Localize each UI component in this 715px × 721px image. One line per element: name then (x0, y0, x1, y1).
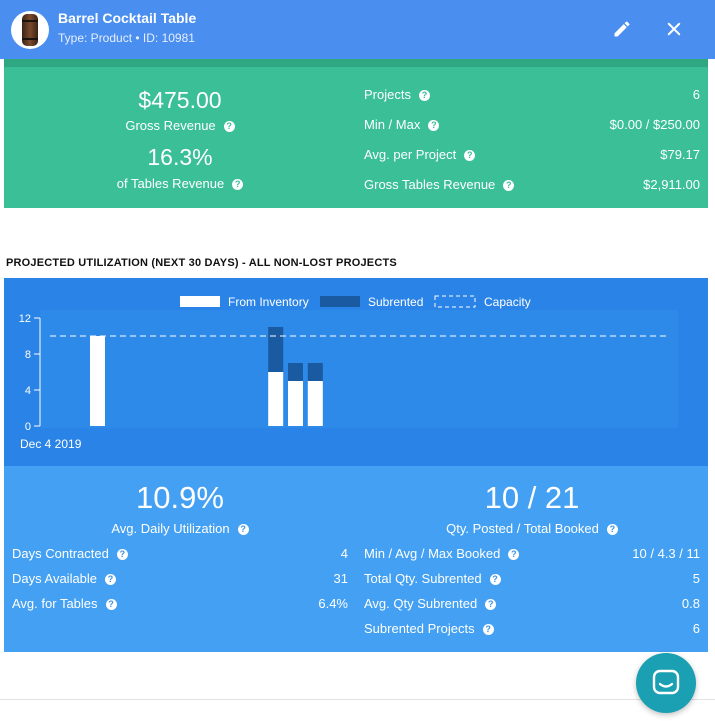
y-tick-label: 8 (25, 349, 31, 361)
qty-posted-value: 10 / 21 (484, 480, 580, 515)
bars (90, 327, 323, 426)
chat-button[interactable] (636, 653, 696, 713)
help-icon[interactable]: ? (232, 179, 244, 190)
x-start-label: Dec 4 2019 (20, 437, 82, 451)
help-icon[interactable]: ? (237, 524, 249, 535)
chart-svg: From Inventory Subrented Capacity 04812 … (19, 295, 678, 451)
legend-label-inventory: From Inventory (228, 295, 309, 309)
y-tick-label: 12 (19, 313, 31, 325)
bar-subrented[interactable] (268, 327, 284, 372)
help-icon[interactable]: ? (464, 150, 476, 161)
chat-bubble-icon (652, 669, 680, 695)
y-axis: 0 4 8 12 (19, 313, 41, 433)
stat-projects-label: Projects? (364, 87, 430, 102)
stat-projects-value: 6 (692, 87, 700, 102)
help-icon[interactable]: ? (482, 624, 494, 635)
close-icon (667, 22, 681, 36)
bar-from-inventory[interactable] (288, 381, 303, 426)
tables-revenue-label: of Tables Revenue? (4, 176, 356, 191)
bar-subrented[interactable] (288, 363, 303, 381)
help-icon[interactable]: ? (105, 599, 117, 610)
help-icon[interactable]: ? (116, 549, 128, 560)
stat-avg-project-label: Avg. per Project? (364, 147, 476, 162)
section-title: PROJECTED UTILIZATION (NEXT 30 DAYS) - A… (6, 257, 397, 269)
booked-value: 10 / 4.3 / 11 (632, 546, 700, 561)
gross-revenue-value: $475.00 (138, 87, 222, 113)
help-icon[interactable]: ? (508, 549, 520, 560)
avg-subrented-value: 0.8 (681, 596, 700, 611)
stat-avg-project-value: $79.17 (660, 147, 700, 162)
stat-gross-tables-value: $2,911.00 (643, 177, 700, 192)
bar-from-inventory[interactable] (268, 372, 284, 426)
stat-min-max-value: $0.00 / $250.00 (609, 117, 700, 132)
bottom-divider (0, 699, 715, 700)
y-tick-label: 4 (25, 385, 31, 397)
app-header: Barrel Cocktail Table Type: Product • ID… (0, 0, 715, 59)
legend-label-capacity: Capacity (484, 295, 531, 309)
bar-from-inventory[interactable] (90, 336, 105, 426)
product-title: Barrel Cocktail Table (58, 10, 197, 26)
qty-posted-label: Qty. Posted / Total Booked? (356, 521, 708, 536)
gross-revenue-label: Gross Revenue? (4, 118, 356, 133)
stat-min-max-label: Min / Max? (364, 117, 440, 132)
subrented-projects-value: 6 (692, 621, 700, 636)
help-icon[interactable]: ? (606, 524, 618, 535)
utilization-chart: From Inventory Subrented Capacity 0 4 8 12 … (4, 278, 708, 466)
help-icon[interactable]: ? (485, 599, 497, 610)
pencil-icon (614, 21, 630, 37)
revenue-panel: $475.00 Gross Revenue? 16.3% of Tables R… (4, 59, 708, 208)
product-avatar (11, 11, 49, 49)
bar-subrented[interactable] (307, 363, 323, 381)
legend-label-subrented: Subrented (368, 295, 423, 309)
help-icon[interactable]: ? (105, 574, 117, 585)
legend-swatch-subrented (320, 296, 360, 307)
help-icon[interactable]: ? (223, 121, 235, 132)
stat-gross-tables-label: Gross Tables Revenue? (364, 177, 515, 192)
help-icon[interactable]: ? (489, 574, 501, 585)
bar-from-inventory[interactable] (307, 381, 323, 426)
days-contracted-value: 4 (340, 546, 348, 561)
product-subtitle: Type: Product • ID: 10981 (58, 31, 195, 45)
days-available-label: Days Available? (12, 571, 117, 586)
avg-subrented-label: Avg. Qty Subrented? (364, 596, 497, 611)
booked-label: Min / Avg / Max Booked? (364, 546, 520, 561)
plot-area (40, 310, 678, 428)
utilization-panel: 10.9% Avg. Daily Utilization? 10 / 21 Qt… (4, 466, 708, 652)
total-subrented-value: 5 (692, 571, 700, 586)
edit-button[interactable] (607, 14, 637, 44)
barrel-image (22, 14, 38, 46)
tables-revenue-pct: 16.3% (147, 144, 213, 170)
help-icon[interactable]: ? (428, 120, 440, 131)
daily-utilization-label: Avg. Daily Utilization? (4, 521, 356, 536)
help-icon[interactable]: ? (503, 180, 515, 191)
help-icon[interactable]: ? (418, 90, 430, 101)
avg-tables-value: 6.4% (318, 596, 348, 611)
subrented-projects-label: Subrented Projects? (364, 621, 494, 636)
legend-swatch-inventory (180, 296, 220, 307)
days-contracted-label: Days Contracted? (12, 546, 128, 561)
daily-utilization-value: 10.9% (136, 480, 224, 515)
legend-swatch-capacity (434, 295, 476, 308)
avg-tables-label: Avg. for Tables? (12, 596, 117, 611)
total-subrented-label: Total Qty. Subrented? (364, 571, 501, 586)
y-tick-label: 0 (25, 421, 31, 433)
chart-legend: From Inventory Subrented Capacity (180, 295, 531, 309)
close-button[interactable] (659, 14, 689, 44)
days-available-value: 31 (333, 571, 348, 586)
